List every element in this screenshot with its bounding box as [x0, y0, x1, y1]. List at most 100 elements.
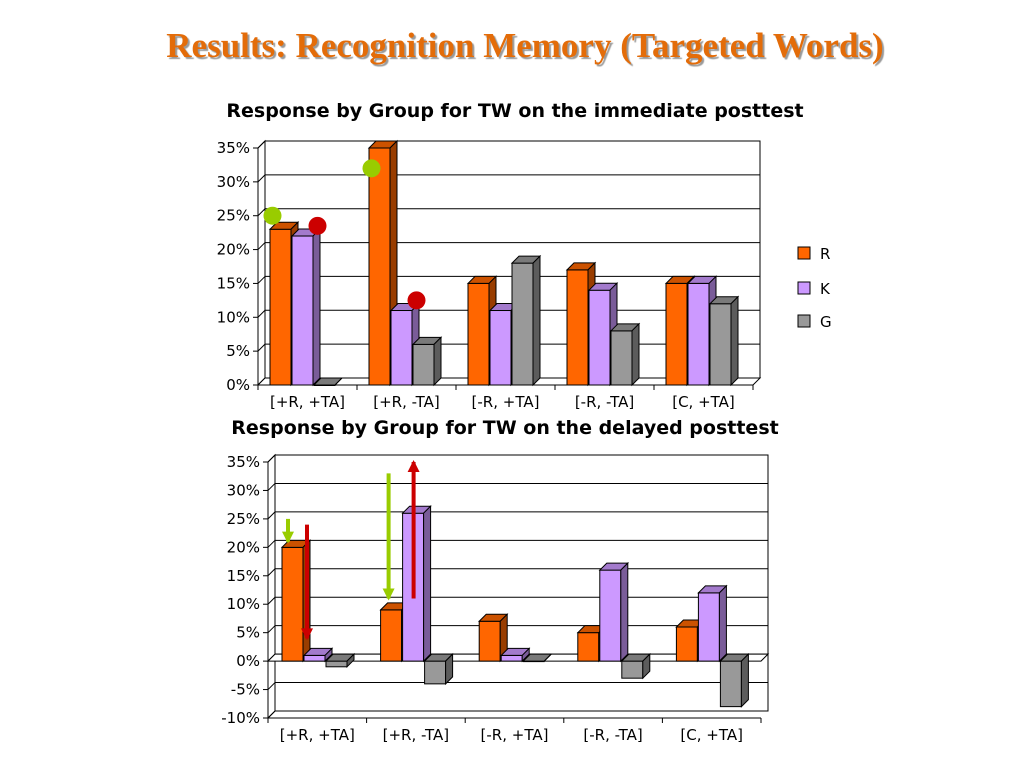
bar-r-ta-k-side — [324, 647, 333, 663]
marker-dot-red — [308, 216, 327, 235]
gridline-side — [267, 625, 276, 634]
arrow-head — [282, 531, 294, 544]
gridline-side — [257, 208, 266, 217]
x-tick-label: [C, +TA] — [680, 726, 743, 744]
y-tick-label: 15% — [227, 567, 260, 585]
arrow-head — [301, 628, 313, 641]
x-tick-label: [-R, -TA] — [583, 726, 642, 744]
legend-swatch-k — [797, 281, 811, 295]
y-tick-label: 20% — [217, 241, 250, 259]
x-tick-label: [-R, +TA] — [481, 726, 549, 744]
y-tick-label: 0% — [236, 652, 260, 670]
gridline-side — [267, 682, 276, 690]
bar-r-ta-g — [312, 377, 344, 386]
bar-c-ta-g-front — [719, 660, 742, 708]
legend-swatch-r — [797, 246, 811, 260]
y-tick-label: 35% — [217, 139, 250, 157]
bar-r-ta-g-side — [346, 652, 355, 669]
bar-r-ta-r — [576, 624, 608, 663]
gridline-side — [267, 511, 276, 520]
x-tick-label: [+R, +TA] — [270, 393, 345, 411]
gridline-side — [257, 309, 266, 318]
y-tick-label: -5% — [231, 681, 260, 699]
bar-r-ta-k-side — [620, 561, 629, 663]
bar-r-ta-g — [324, 652, 356, 669]
bar-r-ta-k — [401, 504, 432, 663]
gridline-side — [257, 174, 266, 183]
bar-r-ta-k — [302, 647, 334, 663]
bar-r-ta-k — [598, 561, 630, 663]
y-tick-label: 35% — [227, 453, 260, 471]
arrow-green-down — [282, 518, 294, 544]
bar-r-ta-g-side — [433, 336, 442, 387]
marker-dot-green — [362, 159, 381, 178]
gridline-side — [267, 596, 276, 605]
bar-r-ta-r-front — [281, 546, 304, 662]
gridline-side — [267, 539, 276, 548]
legend-label-k: K — [820, 280, 831, 298]
bar-c-ta-g-side — [740, 652, 749, 708]
bar-r-ta-r-front — [577, 632, 600, 662]
y-tick-label: 0% — [226, 376, 250, 394]
bar-r-ta-k-side — [423, 504, 432, 663]
y-tick-label: -10% — [221, 709, 260, 727]
x-tick-label: [-R, -TA] — [575, 393, 634, 411]
y-tick-label: 25% — [217, 207, 250, 225]
bar-r-ta-g-side — [532, 254, 541, 387]
bar-r-ta-g-front — [424, 660, 447, 685]
arrow-green-down — [382, 473, 395, 601]
bar-r-ta-k-front — [500, 654, 523, 662]
bar-c-ta-k-side — [718, 584, 727, 663]
x-tick-label: [+R, -TA] — [373, 393, 440, 411]
bar-r-ta-r — [477, 613, 509, 663]
y-tick-label: 10% — [227, 595, 260, 613]
chart-title-immediate: Response by Group for TW on the immediat… — [226, 100, 804, 122]
legend-label-r: R — [820, 245, 830, 263]
chart-title-delayed: Response by Group for TW on the delayed … — [231, 417, 779, 439]
bar-c-ta-g-side — [730, 295, 739, 387]
side-wall — [267, 453, 276, 720]
bar-r-ta-k — [499, 647, 531, 663]
y-tick-label: 5% — [236, 624, 260, 642]
y-tick-label: 10% — [217, 308, 250, 326]
x-tick-label: [+R, +TA] — [280, 726, 355, 744]
bar-c-ta-g — [708, 295, 740, 387]
bar-r-ta-g — [411, 336, 443, 387]
bar-r-ta-g-front — [325, 660, 348, 668]
bar-r-ta-g — [423, 652, 454, 686]
arrow-head — [407, 460, 420, 472]
bar-r-ta-r-front — [380, 609, 403, 662]
bar-r-ta-g-side — [631, 322, 640, 387]
y-tick-label: 30% — [227, 481, 260, 499]
gridline-side — [257, 242, 266, 250]
y-tick-label: 20% — [227, 538, 260, 556]
arrow-red-down — [301, 524, 313, 641]
gridline-side — [267, 454, 276, 463]
gridline-side — [257, 276, 266, 284]
gridline-side — [257, 343, 266, 352]
gridline-side — [267, 568, 276, 577]
plot-area — [274, 454, 769, 712]
bar-r-ta-g — [521, 653, 553, 663]
gridline-side — [257, 140, 266, 149]
bar-c-ta-k — [697, 584, 728, 663]
marker-dot-red — [407, 291, 426, 310]
y-tick-label: 5% — [226, 342, 250, 360]
bar-r-ta-g — [620, 652, 652, 680]
legend-label-g: G — [820, 313, 832, 331]
y-tick-label: 30% — [217, 173, 250, 191]
bar-r-ta-g-side — [334, 377, 343, 386]
bar-r-ta-g-side — [642, 652, 651, 680]
bar-c-ta-r-front — [675, 626, 698, 662]
bar-r-ta-g-side — [543, 653, 552, 662]
bar-r-ta-k-side — [521, 647, 530, 663]
x-tick-label: [C, +TA] — [672, 393, 735, 411]
slide-title: Results: Recognition Memory (Targeted Wo… — [166, 26, 884, 65]
x-tick-label: [+R, -TA] — [383, 726, 450, 744]
legend-swatch-g — [797, 314, 811, 328]
bar-r-ta-g-front — [621, 660, 644, 679]
x-tick-label: [-R, +TA] — [472, 393, 540, 411]
bar-r-ta-k — [290, 227, 322, 387]
